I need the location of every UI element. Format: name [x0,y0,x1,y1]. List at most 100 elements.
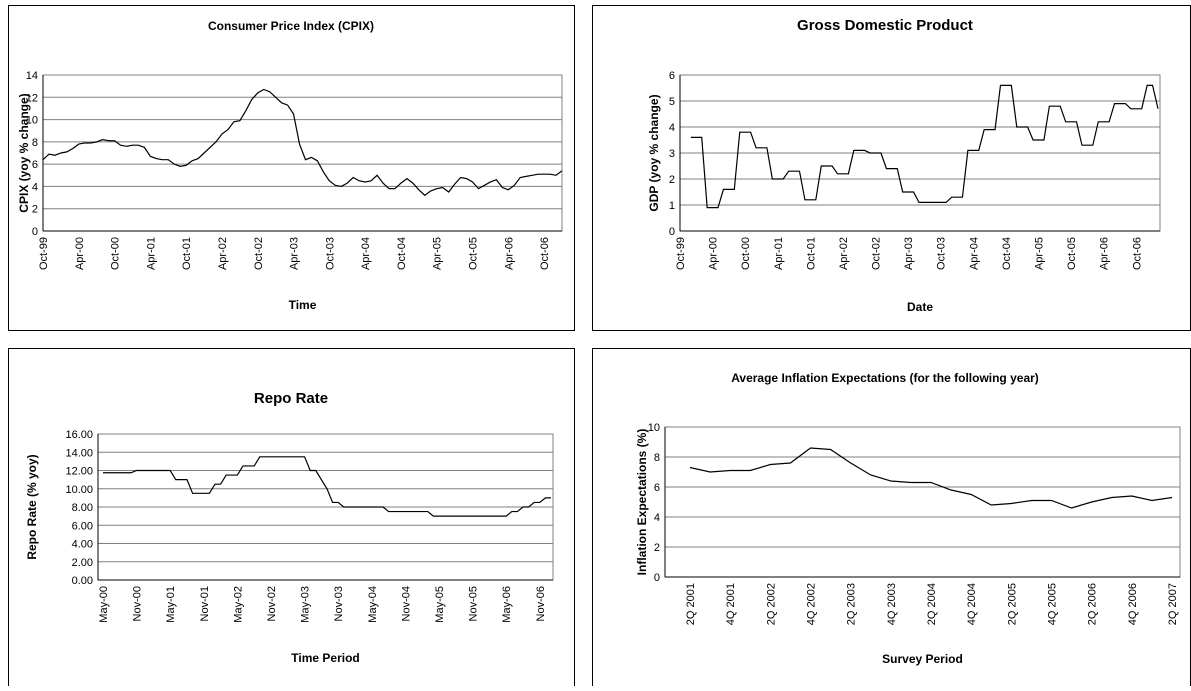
chart-title: Consumer Price Index (CPIX) [208,19,374,33]
y-tick-label: 2.00 [72,557,93,569]
x-tick-label: Oct-00 [740,237,752,270]
chart-title: Average Inflation Expectations (for the … [731,371,1039,385]
x-axis-title: Time [289,298,317,312]
x-tick-label: Apr-02 [217,237,229,270]
x-tick-label: Apr-05 [432,237,444,270]
y-tick-label: 0.00 [72,575,93,587]
x-tick-label: Oct-05 [468,237,480,270]
x-tick-label: 4Q 2005 [1047,583,1059,625]
y-tick-label: 8 [654,452,660,464]
data-line [103,456,551,517]
x-tick-label: 4Q 2004 [966,583,978,625]
x-axis-title: Survey Period [882,652,963,666]
x-tick-label: Oct-02 [253,237,265,270]
x-tick-label: Oct-99 [675,237,687,270]
y-tick-label: 4 [669,122,675,134]
y-tick-label: 6 [669,70,675,82]
x-tick-label: Apr-03 [289,237,301,270]
y-tick-label: 16.00 [65,429,93,441]
y-tick-label: 6 [654,482,660,494]
x-axis-title: Time Period [291,651,359,665]
x-tick-label: Apr-04 [968,237,980,270]
x-tick-label: May-06 [501,586,513,623]
y-tick-label: 0 [654,572,660,584]
y-tick-label: 8 [32,137,38,149]
y-tick-label: 12.00 [65,466,93,478]
x-tick-label: Oct-02 [871,237,883,270]
y-tick-label: 0 [32,226,38,238]
data-line [42,88,563,197]
data-line [690,84,1159,209]
x-tick-label: 2Q 2007 [1167,583,1179,625]
y-axis-title: Inflation Expectations (%) [635,429,649,576]
x-tick-label: Apr-03 [903,237,915,270]
y-tick-label: 2 [654,542,660,554]
y-tick-label: 8.00 [72,502,93,514]
x-tick-label: May-02 [232,586,244,623]
y-tick-label: 14.00 [65,447,93,459]
x-axis-title: Date [907,300,933,314]
x-tick-label: Nov-02 [266,586,278,621]
x-tick-label: Oct-99 [38,237,50,270]
x-tick-label: Apr-00 [74,237,86,270]
x-tick-label: May-01 [165,586,177,623]
y-tick-label: 5 [669,96,675,108]
x-tick-label: Apr-04 [360,237,372,270]
x-tick-label: Nov-01 [199,586,211,621]
x-tick-label: Apr-00 [708,237,720,270]
x-tick-label: Nov-05 [468,586,480,621]
x-tick-label: Oct-06 [1131,237,1143,270]
y-tick-label: 1 [669,200,675,212]
y-tick-label: 4 [654,512,660,524]
x-tick-label: 4Q 2003 [886,583,898,625]
y-tick-label: 4 [32,181,38,193]
x-tick-label: Oct-05 [1066,237,1078,270]
plot-area [664,426,1181,578]
x-tick-label: Apr-01 [773,237,785,270]
y-tick-label: 10 [648,422,660,434]
x-tick-label: 4Q 2006 [1127,583,1139,625]
y-tick-label: 12 [26,92,38,104]
y-tick-label: 2 [32,204,38,216]
x-tick-label: 2Q 2005 [1006,583,1018,625]
x-tick-label: May-00 [98,586,110,623]
x-tick-label: 2Q 2002 [765,583,777,625]
x-tick-label: Apr-01 [145,237,157,270]
y-tick-label: 14 [26,70,38,82]
x-tick-label: Oct-00 [110,237,122,270]
x-tick-label: Nov-04 [400,586,412,621]
x-tick-label: May-05 [434,586,446,623]
x-tick-label: May-04 [367,586,379,623]
x-tick-label: Nov-03 [333,586,345,621]
y-tick-label: 0 [669,226,675,238]
x-tick-label: Apr-02 [838,237,850,270]
y-axis-title: Repo Rate (% yoy) [25,454,39,559]
y-tick-label: 10 [26,115,38,127]
y-tick-label: 4.00 [72,539,93,551]
x-tick-label: 2Q 2006 [1087,583,1099,625]
x-tick-label: 2Q 2001 [685,583,697,625]
y-tick-label: 10.00 [65,484,93,496]
y-tick-label: 6 [32,159,38,171]
y-axis-title: GDP (yoy % change) [647,94,661,211]
x-tick-label: Oct-06 [539,237,551,270]
y-tick-label: 2 [669,174,675,186]
x-tick-label: Oct-04 [396,237,408,270]
x-tick-label: 2Q 2003 [846,583,858,625]
chart-title: Repo Rate [254,390,328,407]
x-tick-label: Oct-04 [1001,237,1013,270]
chart-title: Gross Domestic Product [797,17,973,34]
y-tick-label: 6.00 [72,520,93,532]
x-tick-label: Apr-05 [1034,237,1046,270]
x-tick-label: Oct-01 [805,237,817,270]
x-tick-label: 4Q 2001 [725,583,737,625]
x-tick-label: Apr-06 [503,237,515,270]
x-tick-label: 4Q 2002 [806,583,818,625]
x-tick-label: 2Q 2004 [926,583,938,625]
x-tick-label: May-03 [300,586,312,623]
x-tick-label: Oct-03 [324,237,336,270]
x-tick-label: Oct-03 [936,237,948,270]
x-tick-label: Oct-01 [181,237,193,270]
